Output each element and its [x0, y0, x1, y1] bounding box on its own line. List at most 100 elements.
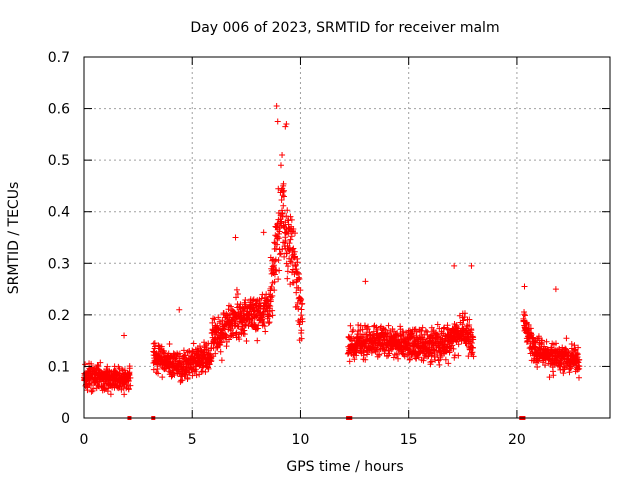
- data-point: [441, 324, 448, 331]
- peak-point: [274, 118, 281, 125]
- data-point: [298, 312, 305, 319]
- data-point: [563, 335, 570, 342]
- data-point: [366, 329, 373, 336]
- data-point: [295, 305, 302, 312]
- data-point: [290, 225, 297, 232]
- data-point: [405, 328, 412, 335]
- data-point: [276, 267, 283, 274]
- data-point: [575, 374, 582, 381]
- data-point: [171, 371, 178, 378]
- y-tick-label: 0.1: [48, 359, 70, 375]
- data-point: [277, 250, 284, 257]
- data-point: [218, 339, 225, 346]
- data-point: [218, 357, 225, 364]
- data-point: [560, 370, 567, 377]
- data-point: [288, 216, 295, 223]
- data-point: [470, 336, 477, 343]
- data-point: [193, 363, 200, 370]
- data-point: [535, 333, 542, 340]
- data-point: [351, 356, 358, 363]
- data-point: [547, 360, 554, 367]
- data-point: [275, 276, 282, 283]
- data-point: [383, 353, 390, 360]
- data-point: [571, 342, 578, 349]
- data-point: [217, 348, 224, 355]
- data-point: [563, 346, 570, 353]
- y-tick-label: 0.4: [48, 205, 70, 221]
- data-point: [280, 193, 287, 200]
- data-point: [260, 319, 267, 326]
- data-point: [215, 314, 222, 321]
- data-point: [276, 251, 283, 258]
- data-point: [180, 347, 187, 354]
- data-point: [546, 374, 553, 381]
- data-point: [376, 352, 383, 359]
- data-point: [284, 207, 291, 214]
- peak-point: [121, 332, 128, 339]
- data-point: [406, 340, 413, 347]
- data-point: [567, 365, 574, 372]
- data-point: [179, 377, 186, 384]
- data-point: [296, 276, 303, 283]
- data-point: [574, 366, 581, 373]
- data-point: [288, 233, 295, 240]
- data-point: [267, 298, 274, 305]
- data-point: [436, 361, 443, 368]
- data-point: [522, 312, 529, 319]
- data-point: [287, 281, 294, 288]
- data-point: [285, 263, 292, 270]
- data-point: [346, 358, 353, 365]
- data-point: [539, 337, 546, 344]
- data-point: [265, 320, 272, 327]
- data-point: [278, 210, 285, 217]
- data-point: [379, 325, 386, 332]
- data-point: [455, 352, 462, 359]
- axis-ticks: [83, 56, 610, 419]
- y-tick-label: 0: [61, 411, 70, 427]
- data-point: [574, 351, 581, 358]
- data-point: [455, 341, 462, 348]
- data-point: [460, 317, 467, 324]
- data-point: [350, 326, 357, 333]
- peak-point: [232, 234, 239, 241]
- data-point: [268, 283, 275, 290]
- data-points: [80, 102, 583, 420]
- data-point: [406, 346, 413, 353]
- chart-title: Day 006 of 2023, SRMTID for receiver mal…: [190, 20, 499, 36]
- data-point: [227, 326, 234, 333]
- data-point: [232, 320, 239, 327]
- data-point: [422, 327, 429, 334]
- data-point: [294, 255, 301, 262]
- data-point: [362, 356, 369, 363]
- data-point: [284, 268, 291, 275]
- data-point: [261, 323, 268, 330]
- data-point: [442, 356, 449, 363]
- data-point: [397, 323, 404, 330]
- data-point: [234, 291, 241, 298]
- data-point: [468, 327, 475, 334]
- data-point: [150, 340, 157, 347]
- data-point: [90, 385, 97, 392]
- data-point: [241, 321, 248, 328]
- data-point: [278, 196, 285, 203]
- data-point: [278, 218, 285, 225]
- data-point: [268, 294, 275, 301]
- data-point: [296, 319, 303, 326]
- data-point: [205, 365, 212, 372]
- data-point: [412, 326, 419, 333]
- data-point: [212, 350, 219, 357]
- data-point: [95, 363, 102, 370]
- data-point: [285, 217, 292, 224]
- data-point: [258, 295, 265, 302]
- data-point: [280, 202, 287, 209]
- data-point: [290, 245, 297, 252]
- data-point: [529, 335, 536, 342]
- data-point: [193, 372, 200, 379]
- data-point: [280, 187, 287, 194]
- data-point: [199, 368, 206, 375]
- data-point: [446, 348, 453, 355]
- data-point: [451, 352, 458, 359]
- data-point: [214, 322, 221, 329]
- data-point: [211, 316, 218, 323]
- data-point: [232, 330, 239, 337]
